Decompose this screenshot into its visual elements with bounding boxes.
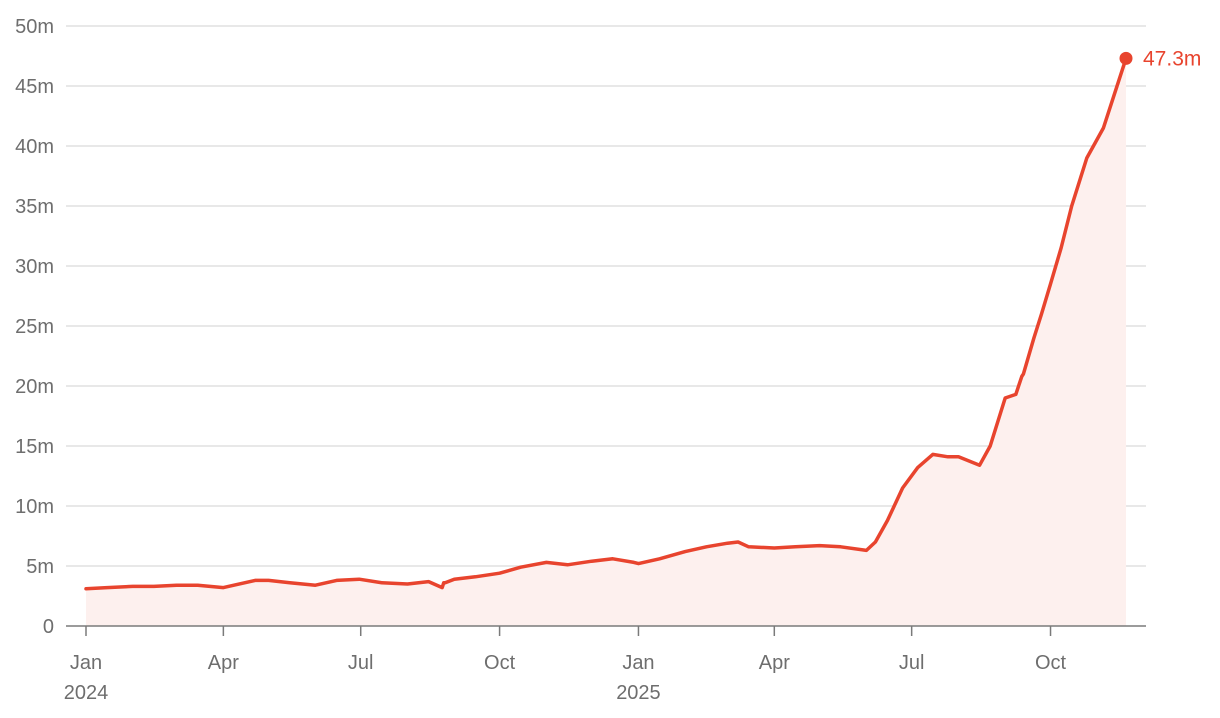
area-fill [86,58,1126,626]
x-tick-year-label: 2024 [64,682,109,704]
y-tick-label: 20m [15,376,54,398]
y-tick-label: 0 [43,616,54,638]
x-tick-label: Jan [622,652,654,674]
x-tick-label: Oct [1035,652,1067,674]
y-tick-label: 25m [15,316,54,338]
y-tick-label: 50m [15,16,54,38]
x-axis-tick-labels: Jan 2024 Apr Jul Oct Jan 2025 Apr Jul Oct [64,652,1067,704]
x-tick-label: Jan [70,652,102,674]
y-tick-label: 15m [15,436,54,458]
grid-lines [66,25,1146,567]
end-value-label: 47.3m [1143,47,1201,70]
y-tick-label: 40m [15,136,54,158]
end-point-marker [1119,51,1133,65]
y-tick-label: 5m [26,556,54,578]
x-tick-label: Jul [348,652,374,674]
y-tick-label: 30m [15,256,54,278]
x-tick-label: Jul [899,652,925,674]
y-axis-tick-labels: 0 5m 10m 15m 20m 25m 30m 35m 40m 45m 50m [15,16,54,638]
y-tick-label: 45m [15,76,54,98]
x-tick-label: Apr [208,652,239,674]
axes [66,625,1146,636]
y-tick-label: 35m [15,196,54,218]
x-tick-year-label: 2025 [616,682,661,704]
series-line [84,56,1128,591]
y-tick-label: 10m [15,496,54,518]
x-tick-label: Apr [759,652,790,674]
x-tick-label: Oct [484,652,516,674]
